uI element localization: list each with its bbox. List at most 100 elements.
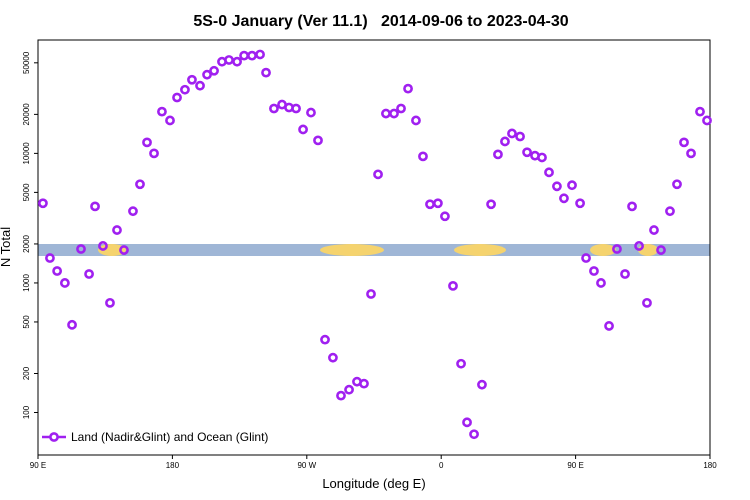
point <box>239 50 249 61</box>
point <box>328 352 338 363</box>
x-tick-label: 0 <box>439 461 444 470</box>
point <box>320 334 330 345</box>
point <box>634 241 644 251</box>
point <box>381 108 391 119</box>
point <box>149 148 159 159</box>
point <box>247 50 257 61</box>
point <box>649 225 659 235</box>
point <box>433 198 443 209</box>
point <box>612 244 622 254</box>
point <box>90 201 100 212</box>
point <box>202 69 212 80</box>
point <box>52 266 63 276</box>
point <box>552 181 562 192</box>
y-tick-label: 5000 <box>22 183 31 201</box>
point <box>128 206 138 217</box>
point <box>559 193 569 204</box>
point <box>589 266 599 276</box>
point <box>403 83 413 94</box>
y-tick-label: 50000 <box>22 51 31 74</box>
point <box>575 198 585 209</box>
point <box>418 151 428 162</box>
point <box>180 84 190 95</box>
x-tick-label: 90 W <box>297 461 316 470</box>
point <box>500 136 510 147</box>
point <box>291 103 301 114</box>
y-tick-label: 1000 <box>22 273 31 291</box>
point <box>298 124 308 135</box>
point <box>425 199 435 210</box>
y-axis-label: N Total <box>0 227 13 267</box>
point <box>665 206 675 217</box>
point <box>142 137 152 148</box>
point <box>486 199 496 210</box>
y-tick-label: 200 <box>22 366 31 380</box>
x-tick-label: 180 <box>166 461 180 470</box>
point <box>581 253 591 263</box>
point <box>396 103 406 114</box>
point <box>604 321 614 331</box>
point <box>469 429 479 440</box>
y-tick-label: 20000 <box>22 103 31 126</box>
point <box>477 379 487 390</box>
x-tick-label: 90 E <box>30 461 46 470</box>
point <box>679 137 689 148</box>
point <box>642 297 652 308</box>
point <box>462 417 472 428</box>
point <box>448 280 458 291</box>
point <box>172 92 182 103</box>
point <box>620 269 630 279</box>
land <box>454 244 506 256</box>
y-tick-label: 10000 <box>22 142 31 165</box>
point <box>269 103 279 114</box>
point <box>224 55 234 65</box>
x-tick-label: 90 E <box>567 461 583 470</box>
land <box>590 244 616 256</box>
point <box>306 107 316 118</box>
point <box>686 148 696 159</box>
point <box>493 149 503 160</box>
point <box>507 128 517 139</box>
legend-label: Land (Nadir&Glint) and Ocean (Glint) <box>71 430 268 444</box>
chart-title: 5S-0 January (Ver 11.1) 2014-09-06 to 20… <box>193 13 568 30</box>
point <box>336 390 346 401</box>
point <box>255 49 265 60</box>
point <box>165 115 175 126</box>
point <box>38 198 48 209</box>
point <box>67 319 77 330</box>
y-tick-label: 100 <box>22 405 31 419</box>
land <box>320 244 384 256</box>
point <box>98 241 108 251</box>
point <box>105 297 115 308</box>
point <box>411 115 421 126</box>
point <box>596 278 606 288</box>
point <box>157 106 167 117</box>
point <box>456 358 466 369</box>
y-tick-label: 2000 <box>22 234 31 252</box>
map-band <box>38 244 710 256</box>
point <box>112 225 122 235</box>
land <box>98 244 126 256</box>
point <box>389 108 399 119</box>
point <box>440 211 450 222</box>
point <box>656 245 666 255</box>
point <box>672 179 682 190</box>
point <box>359 378 369 389</box>
point <box>84 269 94 279</box>
plot-frame <box>37 39 711 456</box>
point <box>313 135 323 146</box>
point <box>261 67 271 78</box>
y-tick-label: 500 <box>22 315 31 329</box>
point <box>344 384 354 395</box>
point <box>366 289 376 299</box>
point <box>702 115 712 126</box>
point <box>119 245 129 255</box>
point <box>567 180 577 191</box>
point <box>537 152 547 163</box>
point <box>232 56 242 67</box>
point <box>135 179 145 190</box>
point <box>187 74 197 85</box>
point <box>515 131 525 142</box>
point <box>209 65 219 76</box>
